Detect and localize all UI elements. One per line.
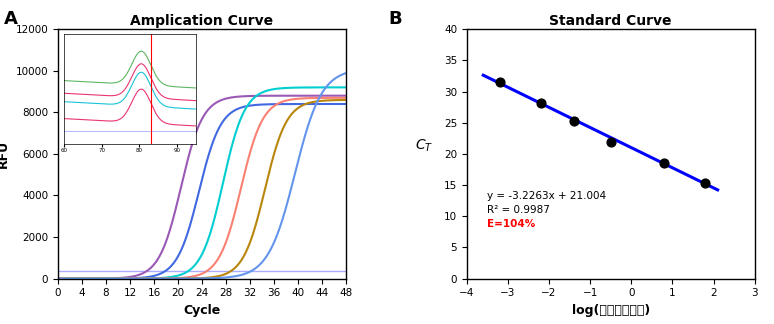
Point [604,139,617,145]
Title: Standard Curve: Standard Curve [550,14,672,28]
Text: B: B [389,10,402,28]
Text: A: A [4,10,18,28]
Title: Amplication Curve: Amplication Curve [130,14,273,28]
Point [567,118,580,123]
X-axis label: Cycle: Cycle [183,304,221,317]
X-axis label: log(模板相对浓度): log(模板相对浓度) [572,304,650,317]
Point [699,180,711,186]
Y-axis label: $C_T$: $C_T$ [415,137,433,154]
Text: y = -3.2263x + 21.004: y = -3.2263x + 21.004 [488,191,607,201]
Point [658,160,670,165]
Text: E=104%: E=104% [488,219,536,229]
Point [494,80,506,85]
Text: R² = 0.9987: R² = 0.9987 [488,205,550,215]
Y-axis label: RFU: RFU [0,140,10,168]
Point [535,100,547,105]
